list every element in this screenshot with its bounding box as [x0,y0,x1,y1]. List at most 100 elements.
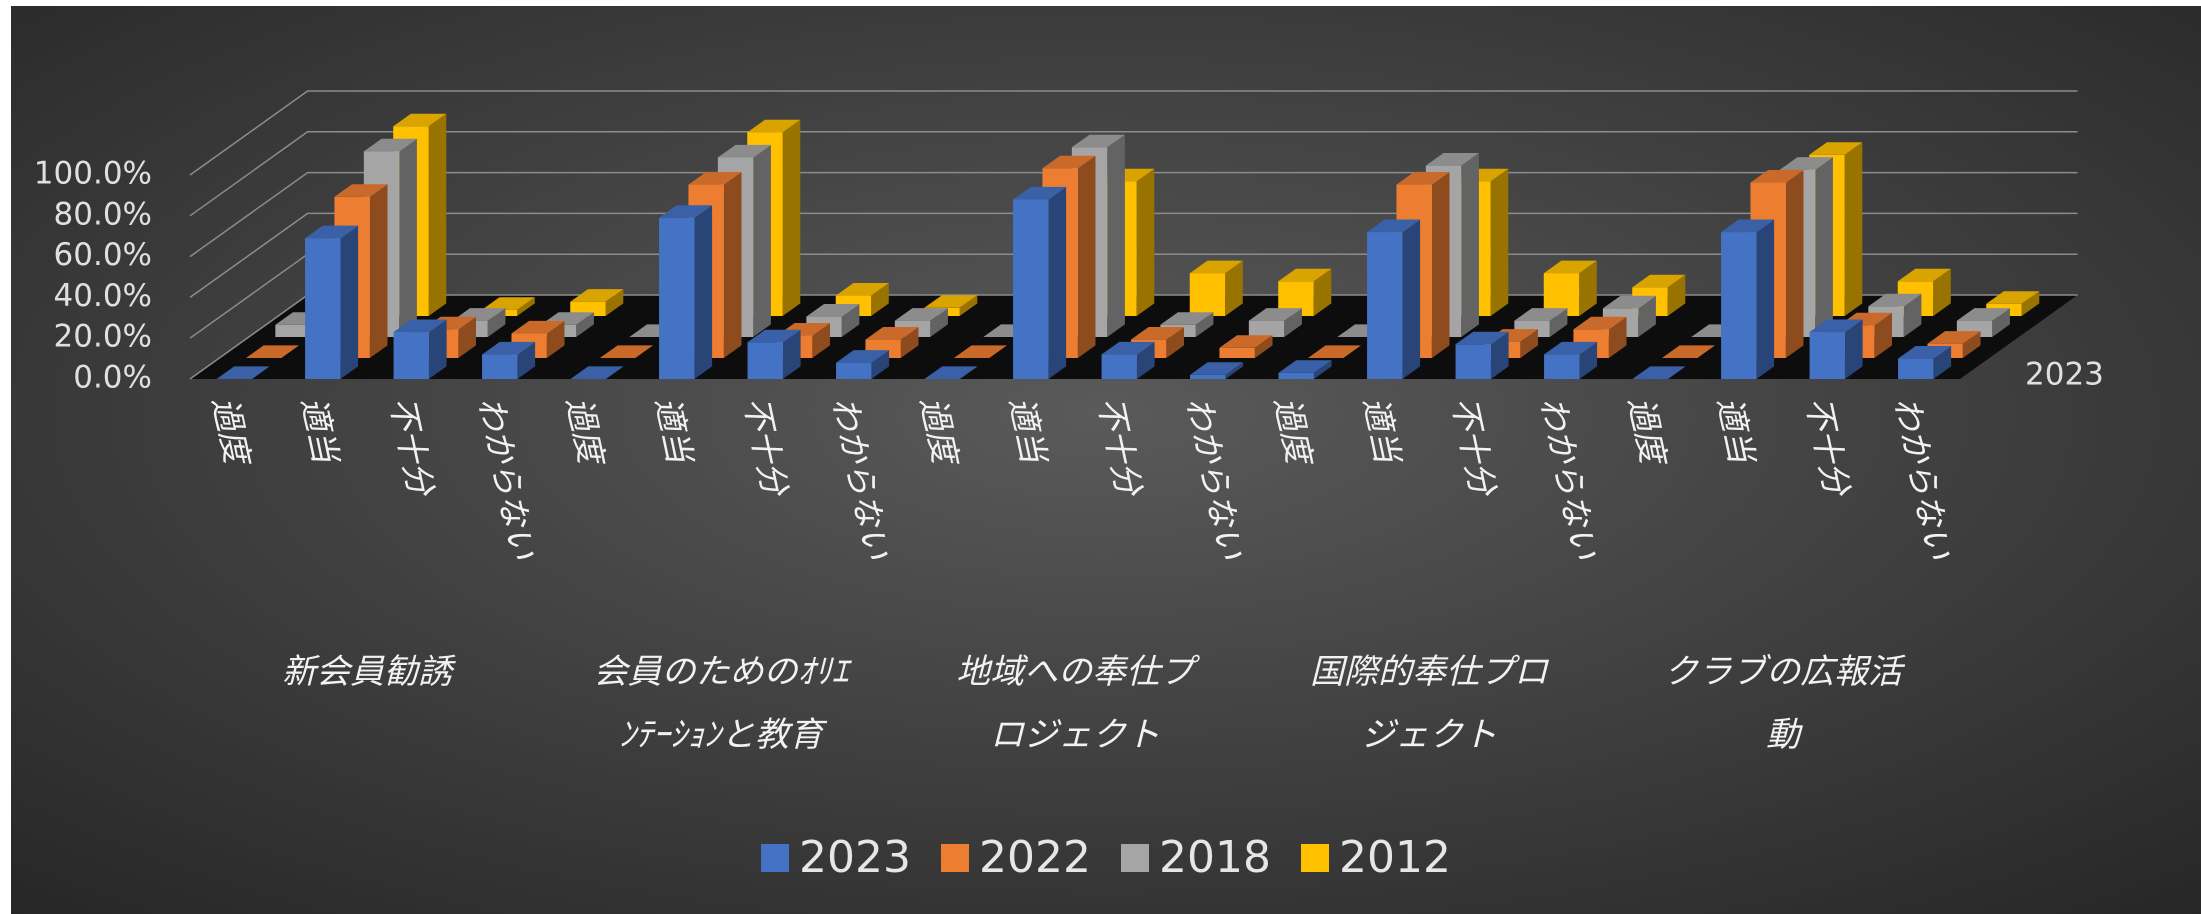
bar-side [1608,316,1627,358]
bar-side [2021,291,2040,316]
legend-item: 2023 [761,832,911,883]
bar-side [841,304,860,337]
bar-side [1166,327,1184,358]
bar-top [1897,268,1951,282]
bar-side [1314,360,1332,379]
legend-swatch [761,843,790,872]
group-label: 新会員勧誘 [282,652,452,692]
group-label: クラブの広報活動 [1664,652,1902,755]
bar-top [717,144,771,158]
bar-top [1219,335,1273,348]
bar-top [1868,293,1922,307]
bar [1248,320,1285,337]
bar-top [1809,319,1863,333]
bar-top [1190,362,1244,375]
bar-top [924,295,978,308]
bar-top [1573,316,1627,330]
bar-top [1101,341,1155,355]
bar-top [1308,345,1361,358]
bar-top [305,225,359,239]
bar [1721,232,1757,379]
bar [1190,374,1226,379]
bar-top [570,289,624,302]
legend-label: 2012 [1338,832,1451,883]
bar-top [570,366,624,379]
bar-side [605,289,624,316]
bar-top [1396,172,1450,185]
bar-side [694,205,713,379]
bar-side [1756,219,1775,379]
bar-side [1638,295,1656,337]
bar-top [836,350,890,363]
bar-top [1750,170,1804,183]
group-label: 会員のためのｵﾘｴﾝﾃｰｼｮﾝと教育 [593,652,849,755]
bar-top [1278,268,1332,282]
bar-side [1992,308,2010,337]
bar-side [1136,168,1155,316]
bar-top [747,329,801,343]
bar [1219,347,1255,358]
bar-side [1254,335,1273,358]
bar-side [1077,155,1096,358]
bar [393,332,429,379]
group-label: 国際的奉仕プロジェクト [1310,652,1548,755]
bar-top [1632,366,1686,379]
bar-side [369,184,388,358]
bar-top [482,341,536,355]
bar-top [659,205,713,218]
bar-side [1785,170,1804,358]
bar-top [953,345,1007,358]
depth-axis-label: 2023 [2025,357,2104,393]
bar-side [782,119,801,316]
bar-top [1927,331,1981,344]
bar-top [216,366,270,379]
legend-label: 2022 [979,832,1091,883]
bar [1455,344,1491,379]
bar-top [806,304,860,317]
bar-side [1844,142,1863,316]
bar-side [1549,308,1568,337]
bar-side [871,283,889,316]
legend-item: 2022 [941,832,1091,883]
bar-top [1809,142,1863,155]
bar [1809,332,1845,379]
bar [1367,232,1403,379]
bar-side [1048,186,1067,379]
bar-top [1278,360,1332,373]
bar-top [1131,327,1184,340]
legend-swatch [1300,843,1329,872]
bar [1013,199,1049,379]
bar-side [753,144,771,337]
bar-side [1962,331,1981,358]
bar-top [393,113,447,127]
bar-side [1431,172,1450,358]
bar-side [1845,319,1863,379]
bar-side [1933,268,1951,316]
legend: 2023 2022 2018 2012 [11,832,2201,883]
bar-top [1986,291,2040,304]
bar-side [1402,219,1421,379]
bar [747,342,783,379]
bar-side [900,327,919,358]
legend-label: 2018 [1159,832,1271,883]
bar-top [1367,219,1421,233]
bar-top [1662,345,1715,358]
bar-top [481,297,535,310]
bar-top [1898,346,1952,359]
bar-top [924,366,978,379]
y-tick-label: 80.0% [54,196,152,232]
bar-top [1160,312,1214,325]
bar [1544,354,1580,379]
bar-side [1225,260,1243,316]
bar-side [1195,312,1214,337]
bar-side [340,225,359,379]
bar-side [1225,362,1244,379]
bar-top [1543,260,1597,274]
bar-top [1779,157,1833,170]
y-tick-label: 100.0% [34,156,152,192]
bar [659,217,695,379]
bar-side [723,172,742,358]
bar-top [511,320,565,334]
bar-side [517,341,536,379]
bar-side [546,320,565,358]
